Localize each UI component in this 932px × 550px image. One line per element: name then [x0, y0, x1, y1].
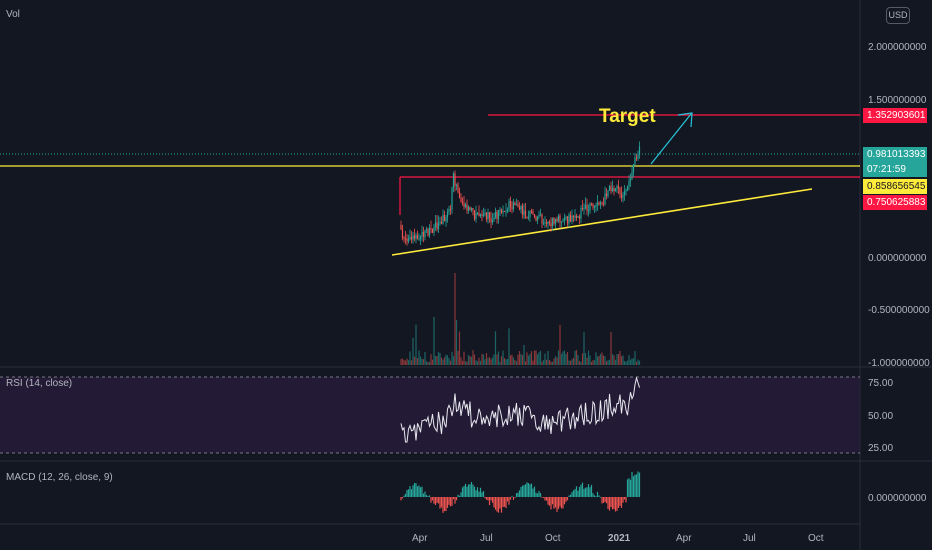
last-price-tag: 0.981013393 — [863, 147, 927, 162]
price-axis[interactable]: 2.000000000 1.500000000 0.000000000 -0.5… — [868, 42, 930, 369]
price-tick: 1.500000000 — [868, 95, 927, 106]
time-label: Jul — [743, 533, 756, 544]
target-price-tag: 1.352903601 — [863, 108, 927, 123]
time-label: Oct — [808, 533, 824, 544]
rsi-tick: 75.00 — [868, 378, 893, 389]
countdown-tag: 07:21:59 — [863, 162, 927, 177]
price-tick: 2.000000000 — [868, 42, 927, 53]
price-tick: -0.500000000 — [868, 305, 930, 316]
rsi-tick: 50.00 — [868, 411, 893, 422]
price-candles[interactable] — [400, 141, 641, 246]
rsi-axis[interactable]: 75.00 50.00 25.00 — [868, 378, 893, 454]
time-label: Jul — [480, 533, 493, 544]
time-axis[interactable]: Apr Jul Oct 2021 Apr Jul Oct — [412, 533, 824, 544]
time-label-year: 2021 — [608, 533, 631, 544]
volume-bars — [400, 273, 641, 365]
time-label: Apr — [676, 533, 692, 544]
macd-label[interactable]: MACD (12, 26, close, 9) — [6, 472, 113, 483]
time-label: Oct — [545, 533, 561, 544]
price-tick: -1.000000000 — [868, 358, 930, 369]
macd-tick: 0.000000000 — [868, 493, 927, 504]
support-price-tag: 0.858656545 — [863, 179, 927, 194]
time-label: Apr — [412, 533, 428, 544]
rising-trendline[interactable] — [391, 188, 813, 256]
rsi-band — [0, 377, 860, 453]
macd-histogram[interactable] — [400, 471, 641, 513]
rsi-tick: 25.00 — [868, 443, 893, 454]
rsi-line[interactable] — [400, 376, 640, 443]
resistance-price-tag: 0.750625883 — [863, 195, 927, 210]
volume-label[interactable]: Vol — [6, 9, 20, 20]
target-annotation[interactable]: Target — [599, 106, 656, 127]
currency-button[interactable]: USD — [886, 7, 910, 24]
rsi-label[interactable]: RSI (14, close) — [6, 378, 73, 389]
price-tick: 0.000000000 — [868, 253, 927, 264]
target-arrow[interactable] — [650, 112, 693, 165]
